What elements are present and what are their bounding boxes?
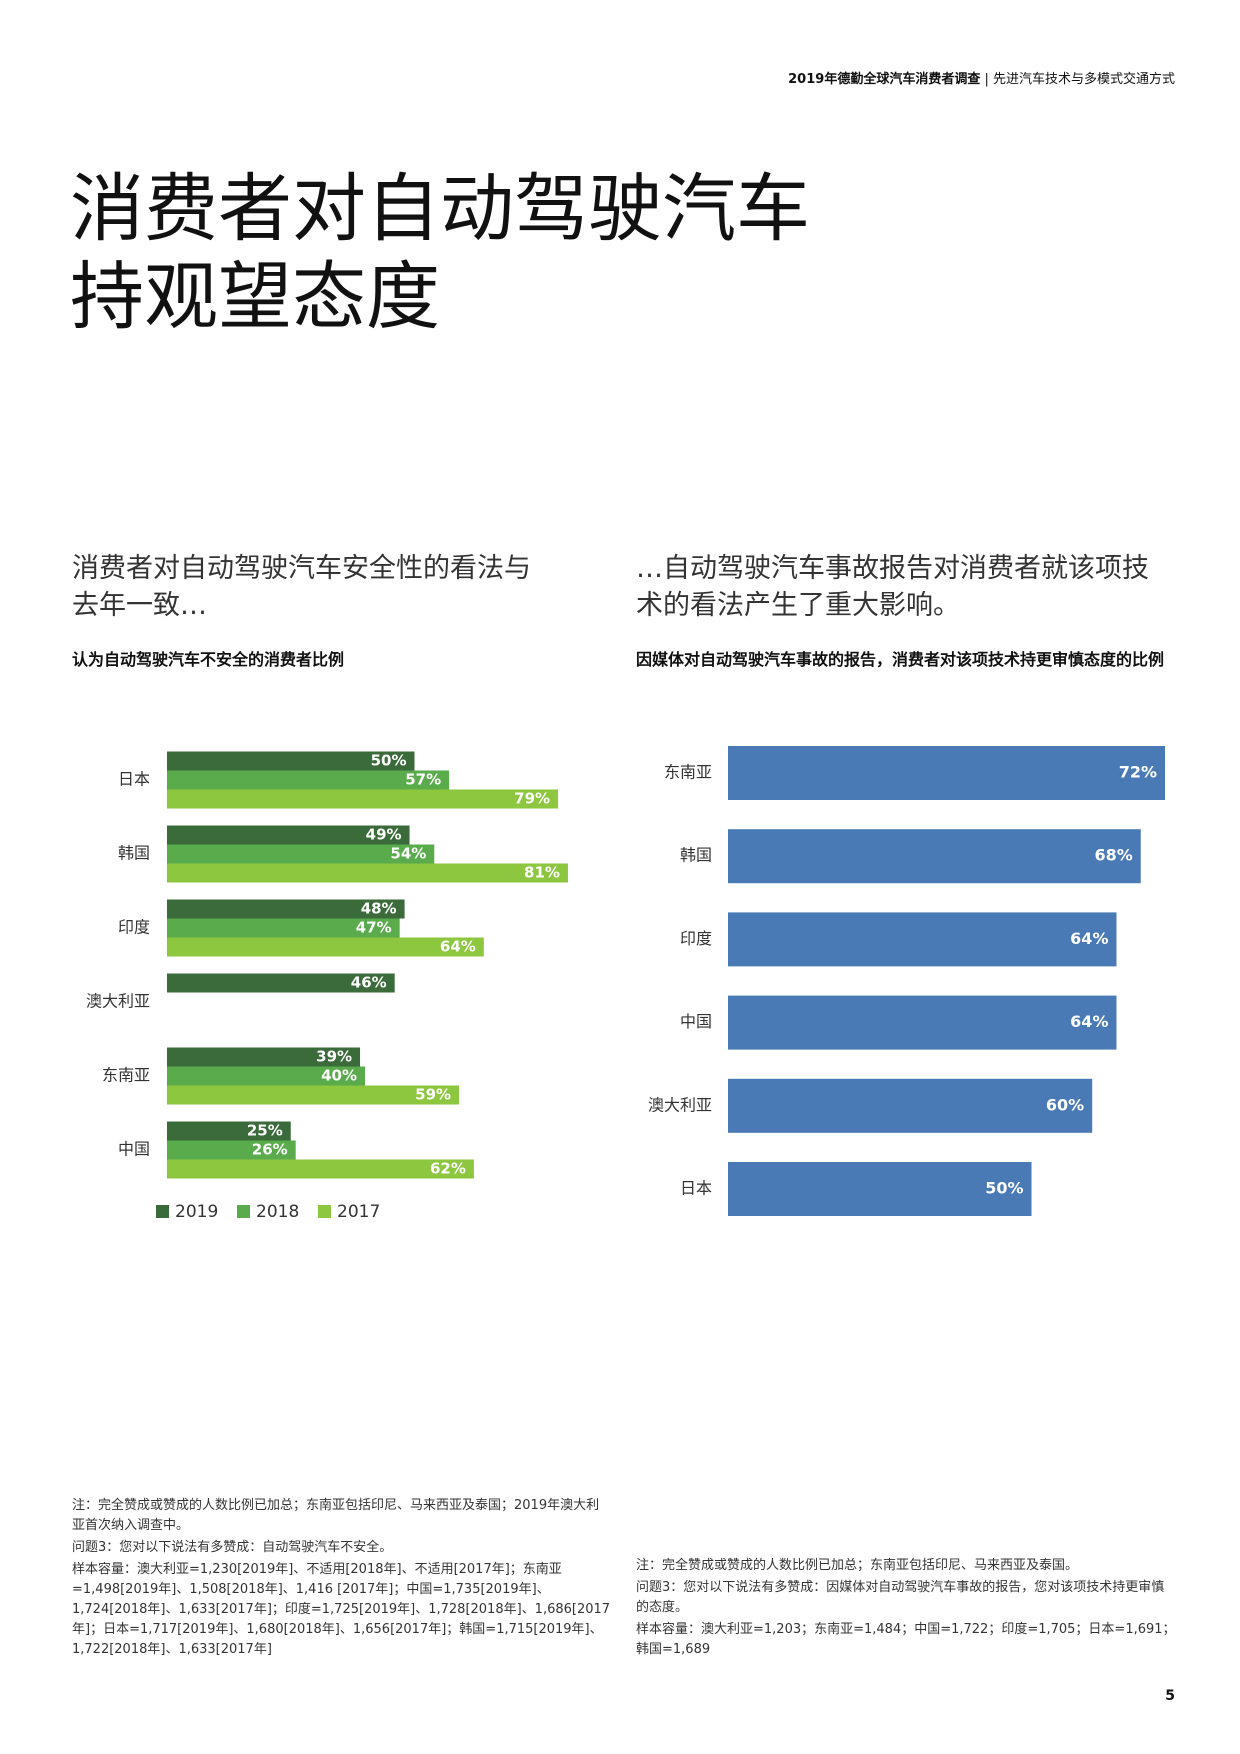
notes: 注：完全赞成或赞成的人数比例已加总；东南亚包括印尼、马来西亚及泰国；2019年澳… — [72, 1496, 612, 1662]
value-label: 26% — [252, 1141, 288, 1159]
value-label: 50% — [371, 752, 407, 770]
value-label: 64% — [1070, 929, 1108, 948]
value-label: 60% — [1046, 1095, 1084, 1114]
category-label: 日本 — [680, 1179, 712, 1198]
bar — [167, 863, 568, 883]
bar — [728, 746, 1166, 800]
value-label: 54% — [390, 845, 426, 863]
subtitle: …自动驾驶汽车事故报告对消费者就该项技术的看法产生了重大影响。 — [636, 553, 1149, 621]
notes: 注：完全赞成或赞成的人数比例已加总；东南亚包括印尼、马来西亚及泰国。 问题3：您… — [636, 1556, 1176, 1662]
note: 样本容量：澳大利亚=1,230[2019年]、不适用[2018年]、不适用[20… — [72, 1562, 611, 1657]
category-label: 韩国 — [680, 846, 712, 865]
section-name: 先进汽车技术与多模式交通方式 — [992, 72, 1175, 87]
legend-swatch — [237, 1205, 250, 1218]
value-label: 62% — [430, 1160, 466, 1178]
legend-label: 2017 — [337, 1202, 380, 1222]
value-label: 48% — [361, 900, 397, 918]
note: 注：完全赞成或赞成的人数比例已加总；东南亚包括印尼、马来西亚及泰国；2019年澳… — [72, 1498, 600, 1533]
legend-swatch — [156, 1205, 169, 1218]
category-label: 中国 — [118, 1140, 150, 1159]
bar — [167, 1121, 291, 1141]
value-label: 50% — [985, 1179, 1023, 1198]
category-label: 澳大利亚 — [86, 992, 150, 1011]
bar — [167, 899, 405, 919]
note: 样本容量：澳大利亚=1,203；东南亚=1,484；中国=1,722；印度=1,… — [636, 1622, 1176, 1657]
bar — [167, 789, 559, 809]
value-label: 64% — [440, 938, 476, 956]
bar — [167, 1066, 365, 1086]
category-label: 东南亚 — [102, 1066, 150, 1085]
category-label: 韩国 — [118, 844, 150, 863]
value-label: 49% — [366, 826, 402, 844]
legend-label: 2019 — [175, 1202, 218, 1222]
category-label: 东南亚 — [664, 763, 712, 782]
bar — [167, 1140, 296, 1160]
legend-label: 2018 — [256, 1202, 299, 1222]
value-label: 81% — [524, 864, 560, 882]
bar — [728, 829, 1141, 884]
bar — [167, 770, 450, 790]
note: 问题3：您对以下说法有多赞成：自动驾驶汽车不安全。 — [72, 1540, 393, 1555]
value-label: 40% — [321, 1067, 357, 1085]
bar — [167, 1047, 361, 1067]
bar — [728, 995, 1117, 1050]
category-label: 印度 — [118, 918, 150, 937]
value-label: 64% — [1070, 1012, 1108, 1031]
bar — [167, 937, 484, 957]
value-label: 47% — [356, 919, 392, 937]
bar — [728, 1162, 1032, 1216]
subtitle: 消费者对自动驾驶汽车安全性的看法与去年一致… — [72, 553, 531, 621]
category-label: 日本 — [118, 770, 150, 789]
value-label: 79% — [514, 790, 550, 808]
bar — [167, 973, 395, 993]
bar — [167, 1085, 460, 1105]
value-label: 39% — [316, 1048, 352, 1066]
legend-swatch — [318, 1205, 331, 1218]
note: 注：完全赞成或赞成的人数比例已加总；东南亚包括印尼、马来西亚及泰国。 — [636, 1558, 1079, 1573]
category-label: 中国 — [680, 1012, 712, 1031]
category-label: 澳大利亚 — [648, 1095, 712, 1114]
header: 2019年德勤全球汽车消费者调查 | 先进汽车技术与多模式交通方式 — [788, 72, 1175, 87]
value-label: 68% — [1094, 846, 1132, 865]
title-line: 持观望态度 — [70, 254, 440, 340]
report-name: 2019年德勤全球汽车消费者调查 — [788, 72, 981, 87]
bar — [167, 1159, 474, 1179]
bar — [728, 912, 1117, 967]
value-label: 59% — [415, 1086, 451, 1104]
bar — [728, 1078, 1093, 1133]
value-label: 72% — [1119, 763, 1157, 782]
bar — [167, 751, 415, 771]
bar — [167, 918, 400, 938]
value-label: 25% — [247, 1122, 283, 1140]
chart-title: 因媒体对自动驾驶汽车事故的报告，消费者对该项技术持更审慎态度的比例 — [636, 650, 1165, 669]
bar — [167, 844, 435, 864]
value-label: 46% — [351, 974, 387, 992]
chart-title: 认为自动驾驶汽车不安全的消费者比例 — [72, 650, 345, 669]
value-label: 57% — [405, 771, 441, 789]
title-line: 消费者对自动驾驶汽车 — [70, 166, 810, 252]
note: 问题3：您对以下说法有多赞成：因媒体对自动驾驶汽车事故的报告，您对该项技术持更审… — [636, 1580, 1165, 1615]
page-number: 5 — [1165, 1688, 1175, 1704]
bar — [167, 825, 410, 845]
category-label: 印度 — [680, 929, 712, 948]
